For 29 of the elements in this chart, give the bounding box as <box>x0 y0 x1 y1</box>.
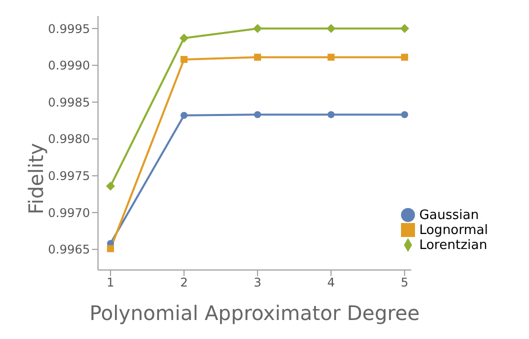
point <box>254 54 262 61</box>
point <box>180 112 188 119</box>
legend-label: Gaussian <box>419 208 479 223</box>
y-tick-label: 0.9995 <box>48 22 90 36</box>
y-tick-label: 0.9965 <box>48 242 90 257</box>
y-tick-label: 0.9990 <box>48 58 90 73</box>
point <box>106 182 115 191</box>
point <box>401 54 408 61</box>
x-tick-label: 3 <box>254 276 262 290</box>
point <box>328 111 335 118</box>
legend-label: Lognormal <box>419 223 488 238</box>
y-tick-label: 0.9980 <box>48 132 90 146</box>
x-axis-title: Polynomial Approximator Degree <box>90 301 420 325</box>
legend-label: Lorentzian <box>419 238 488 253</box>
point <box>107 245 114 252</box>
x-tick-label: 2 <box>180 276 188 290</box>
x-tick-label: 5 <box>400 276 408 290</box>
y-tick-label: 0.9970 <box>48 206 90 220</box>
y-tick-label: 0.9975 <box>48 169 90 184</box>
y-axis-title: Fidelity <box>24 142 48 214</box>
point <box>400 24 410 34</box>
point <box>401 111 408 118</box>
x-tick-label: 1 <box>106 276 114 290</box>
y-tick-label: 0.9985 <box>48 95 90 110</box>
x-tick-label: 4 <box>327 276 335 290</box>
point <box>328 54 335 61</box>
point <box>180 56 188 63</box>
point <box>180 34 189 43</box>
point <box>254 111 262 118</box>
